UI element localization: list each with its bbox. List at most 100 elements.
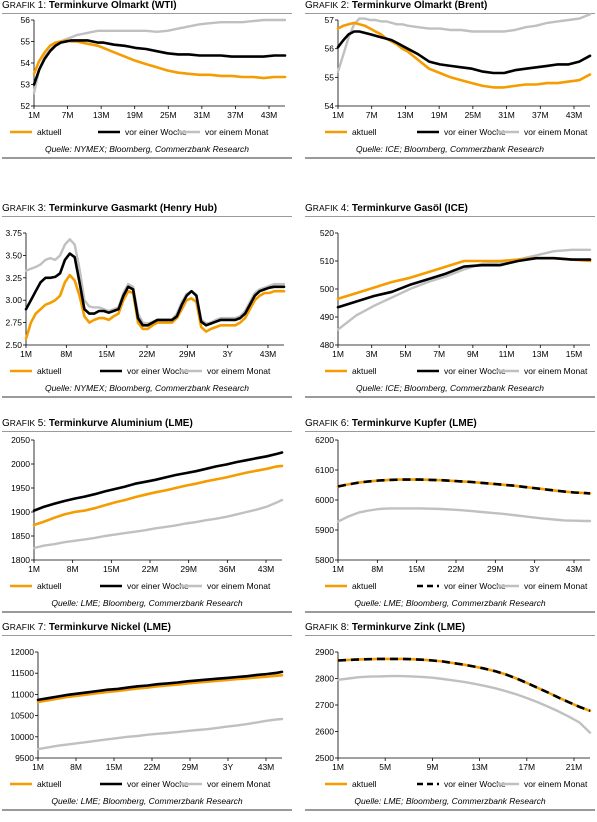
x-tick-label: 11M (499, 349, 515, 359)
y-tick-label: 3.50 (5, 250, 22, 260)
grafik-label: G (2, 418, 10, 429)
x-tick-label: 1M (332, 110, 344, 120)
grafik-label-rest: RAFIK (9, 0, 38, 10)
series-line-vor-einem-Monat (36, 717, 284, 751)
grafik-label-rest: RAFIK (9, 418, 38, 428)
x-tick-label: 13M (397, 110, 414, 120)
legend-label: vor einer Woche (444, 366, 506, 376)
legend-label: vor einer Woche (444, 127, 506, 137)
legend-label: vor einem Monat (207, 366, 271, 376)
x-tick-label: 7M (366, 110, 378, 120)
y-tick-label: 55 (21, 37, 31, 47)
x-tick-label: 1M (332, 762, 344, 772)
legend-label: vor einer Woche (125, 127, 187, 137)
chart-source: Quelle: LME; Bloomberg, Commerzbank Rese… (354, 598, 546, 608)
panel-bottom-rule (2, 809, 292, 811)
series-line-vor-einer-Woche (337, 478, 591, 495)
y-tick-label: 54 (21, 58, 31, 68)
x-tick-label: 13M (471, 762, 488, 772)
y-tick-label: 11000 (11, 689, 34, 699)
x-tick-label: 1M (20, 349, 32, 359)
grafik-label-rest: RAFIK (312, 203, 341, 213)
y-tick-label: 10500 (10, 711, 34, 721)
chart-plot: 1800 1850 1900 1950 2000 2050 1M 8M 15M 22M 29M 36M… (10, 435, 284, 591)
x-tick-label: 8M (371, 564, 383, 574)
chart-plot: 5800 5900 6000 6100 6200 1M 8M 15M 22M 29M 3Y 43M ak… (315, 435, 592, 591)
legend-label: aktuell (37, 779, 62, 789)
series-line-vor-einer-Woche (336, 256, 592, 309)
x-tick-label: 3M (366, 349, 378, 359)
y-tick-label: 490 (320, 312, 334, 322)
legend-label: vor einem Monat (207, 581, 271, 591)
y-tick-label: 6100 (315, 465, 334, 475)
series-line-aktuell (336, 657, 592, 713)
legend-label: vor einer Woche (127, 366, 189, 376)
y-tick-label: 1900 (11, 507, 30, 517)
y-tick-label: 9500 (15, 753, 34, 763)
series-line-vor-einer-Woche (36, 670, 284, 702)
series-line-vor-einer-Woche (32, 39, 287, 86)
y-tick-label: 56 (21, 15, 31, 25)
y-tick-label: 500 (320, 284, 334, 294)
x-tick-label: 5M (379, 762, 391, 772)
series-line-aktuell (32, 464, 284, 527)
series-line-vor-einer-Woche (337, 657, 591, 713)
x-tick-label: 29M (179, 349, 196, 359)
x-tick-label: 36M (219, 564, 236, 574)
chart-title: GRAFIK 5: Terminkurve Aluminium (LME) (2, 418, 193, 429)
title-rule (2, 216, 292, 217)
panel-bottom-rule (2, 396, 292, 398)
legend-label: aktuell (352, 581, 377, 591)
chart-source: Quelle: LME; Bloomberg, Commerzbank Rese… (51, 598, 243, 608)
y-tick-label: 3.00 (5, 295, 22, 305)
y-tick-label: 2050 (11, 435, 30, 445)
chart-source: Quelle: LME; Bloomberg, Commerzbank Rese… (354, 796, 546, 806)
chart-panel-7: GRAFIK 7: Terminkurve Nickel (LME) 9500 10… (2, 622, 292, 822)
grafik-label: G (305, 622, 313, 633)
y-tick-label: 3.25 (5, 273, 22, 283)
chart-source: Quelle: NYMEX; Bloomberg, Commerzbank Re… (44, 144, 250, 154)
y-tick-label: 510 (320, 256, 334, 266)
x-tick-label: 19M (431, 110, 448, 120)
y-tick-label: 2000 (11, 459, 30, 469)
y-tick-label: 55 (325, 72, 335, 82)
y-tick-label: 11500 (11, 668, 34, 678)
x-tick-label: 7M (62, 110, 74, 120)
y-tick-label: 1950 (11, 483, 30, 493)
x-tick-label: 3Y (222, 349, 233, 359)
grafik-number: 6: (340, 418, 352, 429)
grafik-label-rest: RAFIK (9, 622, 38, 632)
chart-panel-5: GRAFIK 5: Terminkurve Aluminium (LME) 180… (2, 418, 292, 618)
grafik-label: G (305, 203, 313, 214)
legend-label: vor einer Woche (127, 581, 189, 591)
chart-source: Quelle: ICE; Bloomberg, Commerzbank Rese… (355, 383, 545, 393)
grafik-number: 1: (37, 0, 49, 11)
y-tick-label: 480 (320, 340, 334, 350)
legend-label: vor einer Woche (444, 779, 506, 789)
x-tick-label: 8M (70, 762, 82, 772)
y-tick-label: 2.75 (5, 318, 22, 328)
y-tick-label: 1800 (11, 555, 30, 565)
grafik-number: 8: (340, 622, 352, 633)
series-line-aktuell (36, 674, 284, 704)
chart-plot: 2500 2600 2700 2800 2900 1M 5M 9M 13M 17M 21M aktue… (315, 647, 592, 789)
x-tick-label: 43M (260, 349, 277, 359)
legend-label: aktuell (37, 366, 62, 376)
y-tick-label: 6200 (315, 435, 334, 445)
grafik-label-rest: RAFIK (312, 0, 341, 10)
chart-panel-6: GRAFIK 6: Terminkurve Kupfer (LME) 5800 59… (305, 418, 595, 618)
chart-panel-3: GRAFIK 3: Terminkurve Gasmarkt (Henry Hu… (2, 203, 292, 403)
grafik-label: G (2, 203, 10, 214)
title-rule (305, 635, 595, 636)
grafik-number: 4: (340, 203, 352, 214)
panel-bottom-rule (2, 157, 292, 159)
legend-label: vor einem Monat (524, 366, 588, 376)
x-tick-label: 43M (258, 564, 275, 574)
legend-label: vor einem Monat (205, 127, 269, 137)
series-line-aktuell (336, 21, 592, 89)
chart-plot: 52 53 54 55 56 1M 7M 13M 19M 25M 31M 37M 43M aktuell v… (10, 15, 287, 137)
x-tick-label: 19M (126, 110, 143, 120)
legend-label: aktuell (352, 127, 377, 137)
chart-title: GRAFIK 1: Terminkurve Olmarkt (WTI) (2, 0, 177, 11)
panel-bottom-rule (305, 809, 595, 811)
